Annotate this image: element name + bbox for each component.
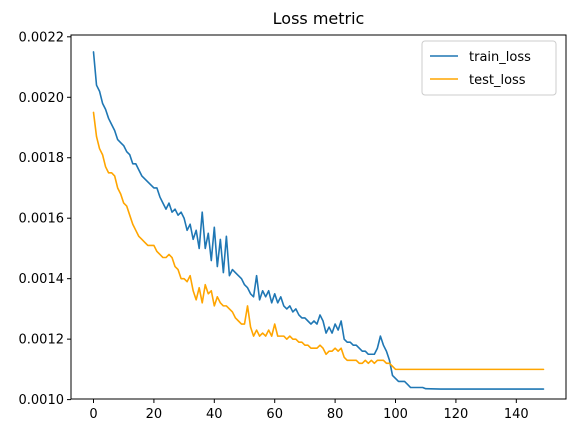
series-layer bbox=[92, 51, 545, 390]
y-tick-label: 0.0012 bbox=[19, 333, 65, 348]
y-tick-label: 0.0016 bbox=[19, 212, 65, 227]
y-tick-label: 0.0018 bbox=[19, 151, 65, 166]
y-tick-label: 0.0022 bbox=[19, 30, 65, 45]
legend-label-train-loss: train_loss bbox=[469, 50, 531, 65]
chart-title: Loss metric bbox=[273, 9, 365, 28]
x-tick-label: 20 bbox=[146, 407, 163, 422]
legend: train_loss test_loss bbox=[421, 40, 557, 96]
y-axis: 0.0010 0.0012 0.0014 0.0016 0.0018 0.0020 0.00… bbox=[19, 30, 71, 408]
y-tick-label: 0.0010 bbox=[19, 393, 65, 408]
plot-frame bbox=[70, 34, 567, 400]
x-tick-label: 120 bbox=[444, 407, 469, 422]
legend-box bbox=[421, 40, 557, 96]
plot-area bbox=[70, 34, 567, 400]
x-tick-label: 140 bbox=[504, 407, 529, 422]
x-tick-label: 0 bbox=[89, 407, 97, 422]
x-tick-label: 40 bbox=[206, 407, 223, 422]
x-tick-label: 100 bbox=[383, 407, 408, 422]
x-tick-label: 60 bbox=[266, 407, 283, 422]
legend-label-test-loss: test_loss bbox=[469, 73, 526, 88]
x-tick-label: 80 bbox=[327, 407, 344, 422]
y-tick-label: 0.0020 bbox=[19, 91, 65, 106]
series-line-test-loss bbox=[92, 111, 545, 371]
y-tick-label: 0.0014 bbox=[19, 272, 65, 287]
x-axis: 0 20 40 60 80 100 120 140 bbox=[89, 399, 529, 422]
